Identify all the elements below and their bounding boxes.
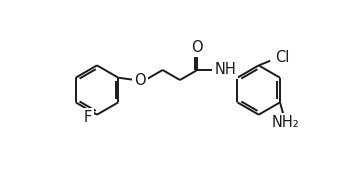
Text: Cl: Cl [276,50,290,65]
Text: O: O [191,40,203,55]
Text: F: F [83,110,92,125]
Text: NH: NH [214,62,236,77]
Text: NH₂: NH₂ [272,115,299,130]
Text: O: O [134,73,146,88]
